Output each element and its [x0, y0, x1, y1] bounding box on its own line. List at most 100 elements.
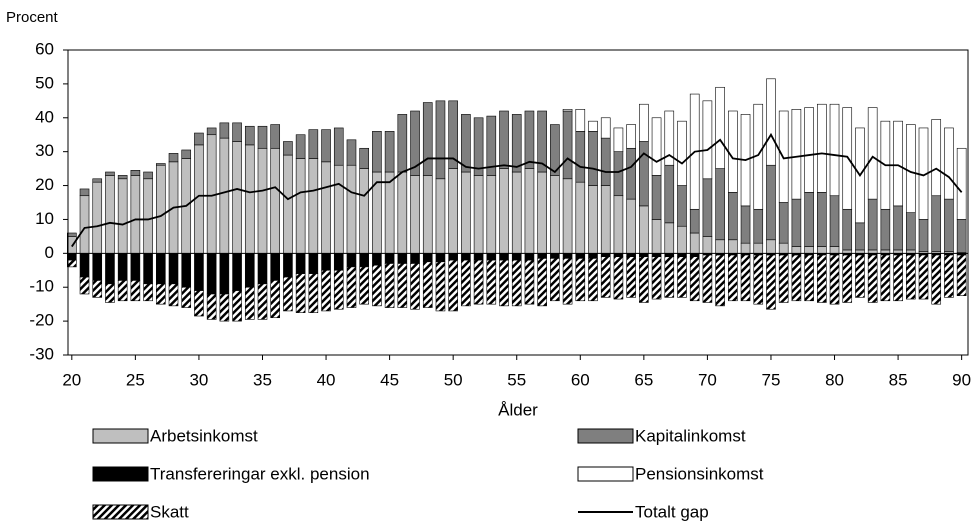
bar-segment	[410, 263, 420, 310]
bar-segment	[829, 254, 840, 305]
bar-segment	[817, 254, 827, 303]
bar-segment	[511, 171, 522, 254]
bar-segment	[651, 175, 662, 220]
y-axis-label: Procent	[6, 9, 59, 26]
bar-segment	[855, 249, 865, 254]
bar-segment	[956, 147, 967, 220]
bar-segment	[537, 253, 547, 259]
bar-segment	[92, 178, 103, 183]
bar-segment	[499, 110, 509, 169]
bar-segment	[448, 253, 458, 261]
bar-segment	[499, 253, 509, 261]
bar-segment	[817, 192, 827, 247]
bar-segment	[67, 253, 77, 261]
bar-segment	[600, 117, 611, 139]
bar-segment	[562, 110, 573, 180]
bar-segment	[232, 141, 242, 254]
bar-segment	[613, 256, 624, 300]
bar-segment	[410, 110, 420, 176]
bar-segment	[867, 249, 878, 254]
y-tick-label: 10	[35, 209, 54, 228]
bar-segment	[461, 259, 471, 307]
bar-segment	[600, 256, 611, 298]
bar-segment	[766, 239, 776, 254]
bar-segment	[600, 253, 611, 258]
bar-segment	[321, 269, 331, 312]
bar-segment	[651, 256, 662, 300]
bar-segment	[283, 154, 293, 254]
bar-segment	[842, 208, 853, 251]
bar-segment	[562, 178, 573, 254]
bar-segment	[550, 258, 560, 302]
bar-segment	[905, 254, 916, 300]
bar-segment	[575, 253, 586, 259]
bar-segment	[105, 283, 115, 303]
bar-segment	[130, 175, 141, 254]
bar-segment	[422, 102, 433, 176]
bar-segment	[740, 242, 751, 254]
y-tick-label: 0	[45, 243, 54, 262]
bar-segment	[397, 253, 408, 264]
bar-segment	[740, 205, 751, 244]
x-tick-label: 25	[126, 370, 145, 389]
line	[71, 132, 963, 248]
bar-segment	[740, 254, 751, 302]
bar-segment	[855, 254, 865, 298]
bar-segment	[905, 212, 916, 251]
bar-segment	[639, 253, 649, 258]
bar-segment	[753, 242, 764, 254]
bar-segment	[257, 283, 268, 320]
y-tick-label: 40	[35, 107, 54, 126]
bar-segment	[728, 239, 738, 254]
bar-segment	[155, 283, 166, 305]
bar-segment	[448, 168, 458, 254]
bar-segment	[626, 256, 636, 298]
bar-segment	[613, 127, 624, 152]
bar-segment	[600, 185, 611, 254]
bar-segment	[588, 120, 598, 132]
bar-segment	[880, 208, 891, 251]
legend-swatch	[577, 466, 634, 482]
bar-segment	[308, 253, 319, 274]
bar-segment	[346, 139, 357, 166]
bar-segment	[473, 259, 484, 305]
bar-segment	[639, 103, 649, 142]
bar-segment	[181, 253, 192, 288]
bar-segment	[702, 100, 713, 180]
bar-segment	[321, 253, 331, 271]
bar-segment	[244, 286, 255, 320]
bar-segment	[372, 264, 382, 307]
bar-segment	[206, 253, 217, 295]
bar-segment	[346, 253, 357, 268]
bar-segment	[67, 259, 77, 268]
bar-segment	[651, 219, 662, 254]
bar-segment	[359, 147, 369, 169]
bar-segment	[92, 253, 103, 281]
bar-segment	[893, 254, 903, 302]
bar-segment	[867, 198, 878, 251]
bar-segment	[804, 107, 814, 193]
bar-segment	[257, 125, 268, 149]
bar-segment	[92, 280, 103, 298]
y-tick-label: 30	[35, 141, 54, 160]
bar-segment	[117, 178, 128, 254]
legend-label: Totalt gap	[635, 502, 709, 521]
bar-segment	[791, 254, 802, 302]
bar-segment	[575, 258, 586, 302]
bar-segment	[905, 249, 916, 254]
x-tick-label: 75	[762, 370, 781, 389]
bar-segment	[283, 253, 293, 278]
bar-segment	[600, 137, 611, 186]
bar-segment	[956, 219, 967, 253]
bar-segment	[257, 253, 268, 285]
bar-segment	[117, 253, 128, 281]
bar-segment	[588, 131, 598, 186]
bar-segment	[702, 178, 713, 237]
bar-segment	[181, 286, 192, 308]
x-tick-label: 30	[189, 370, 208, 389]
bar-segment	[842, 254, 853, 303]
bar-segment	[410, 253, 420, 264]
x-tick-label: 70	[698, 370, 717, 389]
bar-segment	[295, 158, 306, 254]
bar-segment	[384, 253, 395, 264]
